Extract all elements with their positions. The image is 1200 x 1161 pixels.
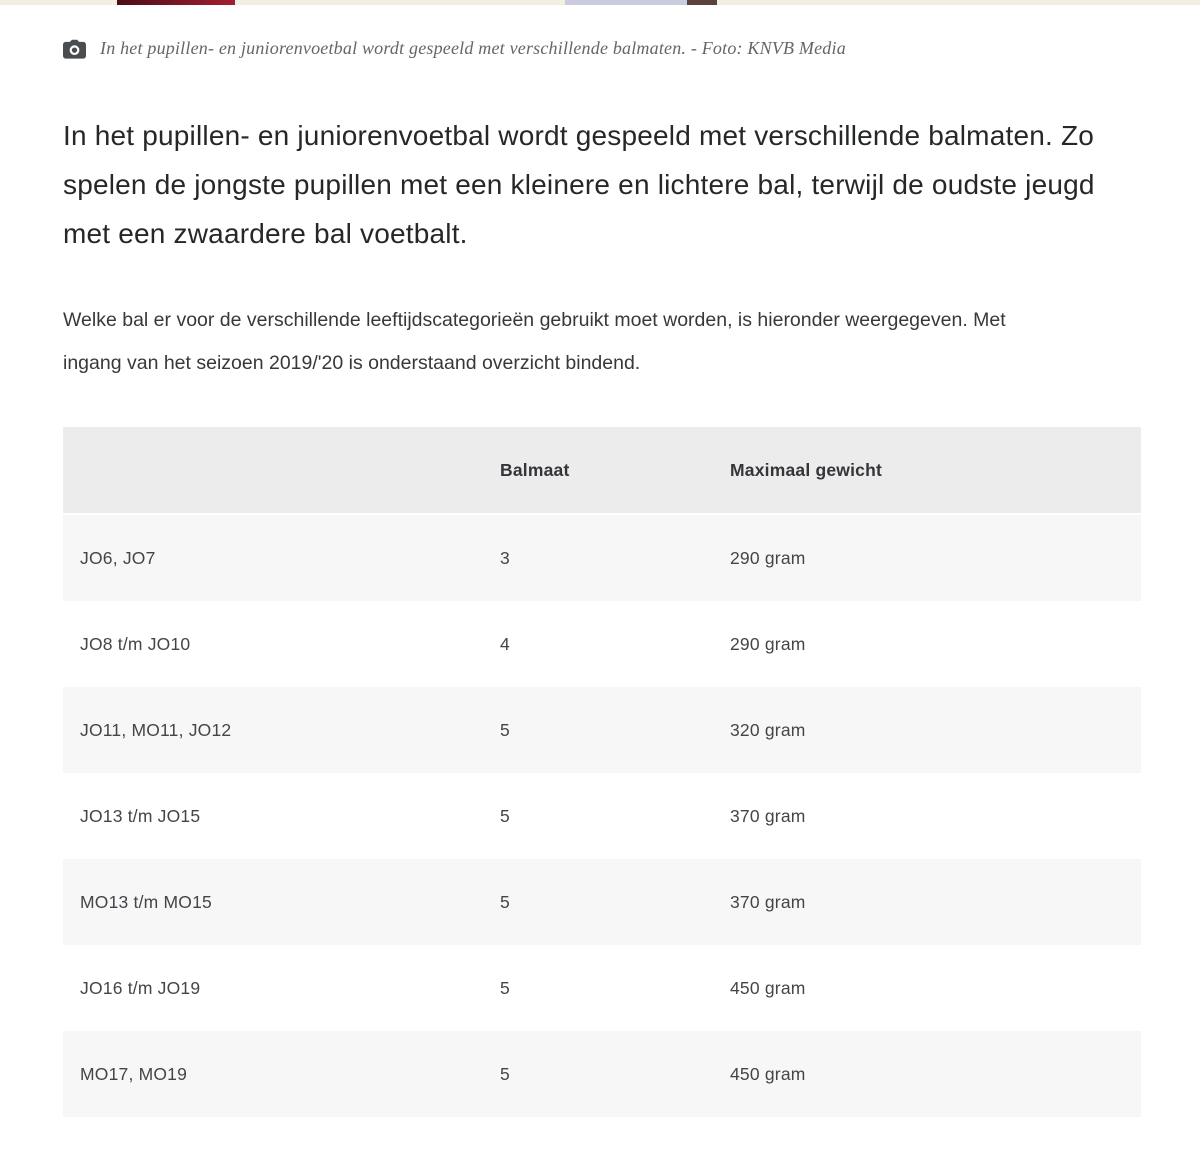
- table-row: JO13 t/m JO15 5 370 gram: [63, 773, 1141, 859]
- cell-gewicht: 290 gram: [730, 547, 806, 568]
- ball-sizes-table: Balmaat Maximaal gewicht JO6, JO7 3 290 …: [63, 427, 1141, 1117]
- cell-category: JO11, MO11, JO12: [80, 719, 232, 740]
- camera-icon: [63, 39, 86, 59]
- table-header-balmaat: Balmaat: [500, 459, 570, 480]
- photo-sliver-segment: [687, 0, 717, 5]
- table-row: MO13 t/m MO15 5 370 gram: [63, 859, 1141, 945]
- cell-gewicht: 320 gram: [730, 719, 806, 740]
- article-lead: In het pupillen- en juniorenvoetbal word…: [63, 120, 1095, 249]
- article-body: Welke bal er voor de verschillende leeft…: [63, 309, 1006, 374]
- table-header-row: Balmaat Maximaal gewicht: [63, 427, 1141, 515]
- table-header-gewicht: Maximaal gewicht: [730, 459, 883, 480]
- cell-category: JO13 t/m JO15: [80, 805, 201, 826]
- cell-category: JO6, JO7: [80, 547, 156, 568]
- cell-gewicht: 370 gram: [730, 805, 806, 826]
- cell-category: JO8 t/m JO10: [80, 633, 191, 654]
- cell-balmaat: 4: [500, 633, 510, 654]
- table-row: JO8 t/m JO10 4 290 gram: [63, 601, 1141, 687]
- table-row: MO17, MO19 5 450 gram: [63, 1031, 1141, 1117]
- table-row: JO6, JO7 3 290 gram: [63, 515, 1141, 601]
- photo-sliver-segment: [565, 0, 687, 5]
- cell-category: JO16 t/m JO19: [80, 977, 201, 998]
- cell-gewicht: 290 gram: [730, 633, 806, 654]
- cell-balmaat: 5: [500, 719, 510, 740]
- cell-balmaat: 5: [500, 977, 510, 998]
- table-row: JO16 t/m JO19 5 450 gram: [63, 945, 1141, 1031]
- cell-gewicht: 450 gram: [730, 1063, 806, 1084]
- cell-balmaat: 5: [500, 805, 510, 826]
- cell-category: MO17, MO19: [80, 1063, 188, 1084]
- cell-balmaat: 5: [500, 1063, 510, 1084]
- cell-category: MO13 t/m MO15: [80, 891, 212, 912]
- caption-text: In het pupillen- en juniorenvoetbal word…: [100, 38, 846, 58]
- cell-gewicht: 450 gram: [730, 977, 806, 998]
- photo-sliver-segment: [117, 0, 235, 5]
- table-body: JO6, JO7 3 290 gram JO8 t/m JO10 4 290 g…: [63, 515, 1141, 1117]
- table-row: JO11, MO11, JO12 5 320 gram: [63, 687, 1141, 773]
- cell-balmaat: 5: [500, 891, 510, 912]
- photo-caption: In het pupillen- en juniorenvoetbal word…: [63, 38, 1137, 59]
- cell-balmaat: 3: [500, 547, 510, 568]
- photo-bottom-sliver: [0, 0, 1200, 5]
- cell-gewicht: 370 gram: [730, 891, 806, 912]
